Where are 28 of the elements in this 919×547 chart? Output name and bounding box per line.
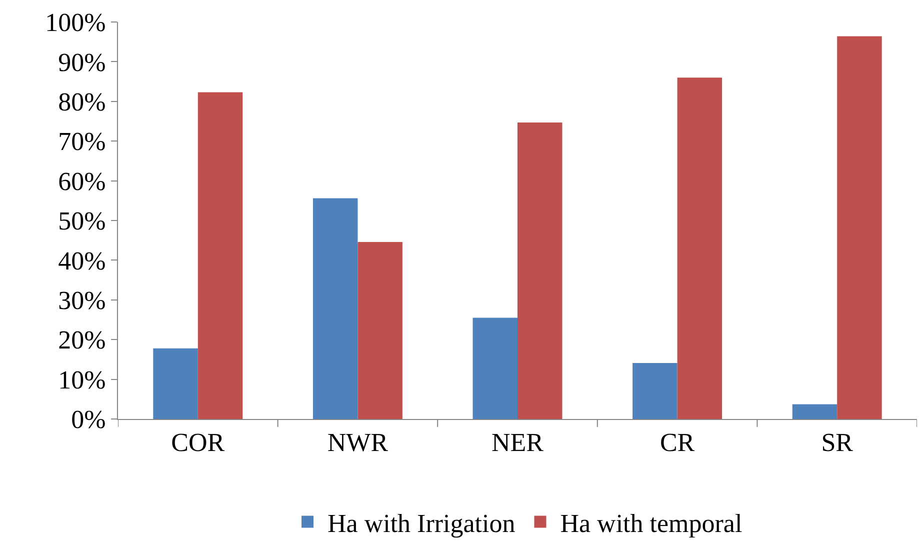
- y-tick-label: 60%: [58, 166, 106, 196]
- y-tick-label: 20%: [58, 326, 106, 355]
- x-tick-label: CR: [660, 428, 696, 458]
- legend-label: Ha with temporal: [560, 508, 742, 538]
- bar: [153, 348, 198, 419]
- bar: [358, 242, 402, 419]
- bar: [837, 36, 882, 419]
- y-tick-label: 30%: [58, 286, 106, 315]
- bar: [518, 122, 562, 419]
- bar: [198, 92, 243, 419]
- bar: [792, 404, 838, 419]
- x-tick-label: SR: [821, 428, 854, 458]
- x-tick-label: NER: [492, 428, 544, 458]
- y-tick-label: 100%: [45, 8, 106, 38]
- y-tick-label: 70%: [58, 127, 106, 156]
- y-tick-label: 80%: [58, 88, 106, 116]
- x-tick-label: COR: [171, 428, 226, 458]
- y-tick-label: 50%: [58, 206, 106, 236]
- y-tick-label: 40%: [58, 246, 106, 276]
- bar: [472, 318, 518, 419]
- bar: [632, 363, 678, 419]
- bar: [677, 78, 722, 419]
- x-tick-label: NWR: [327, 428, 389, 458]
- y-tick-label: 0%: [71, 405, 106, 434]
- y-tick-label: 90%: [58, 48, 106, 77]
- bar: [312, 198, 358, 419]
- y-tick-label: 10%: [58, 365, 106, 394]
- legend-label: Ha with Irrigation: [328, 508, 516, 538]
